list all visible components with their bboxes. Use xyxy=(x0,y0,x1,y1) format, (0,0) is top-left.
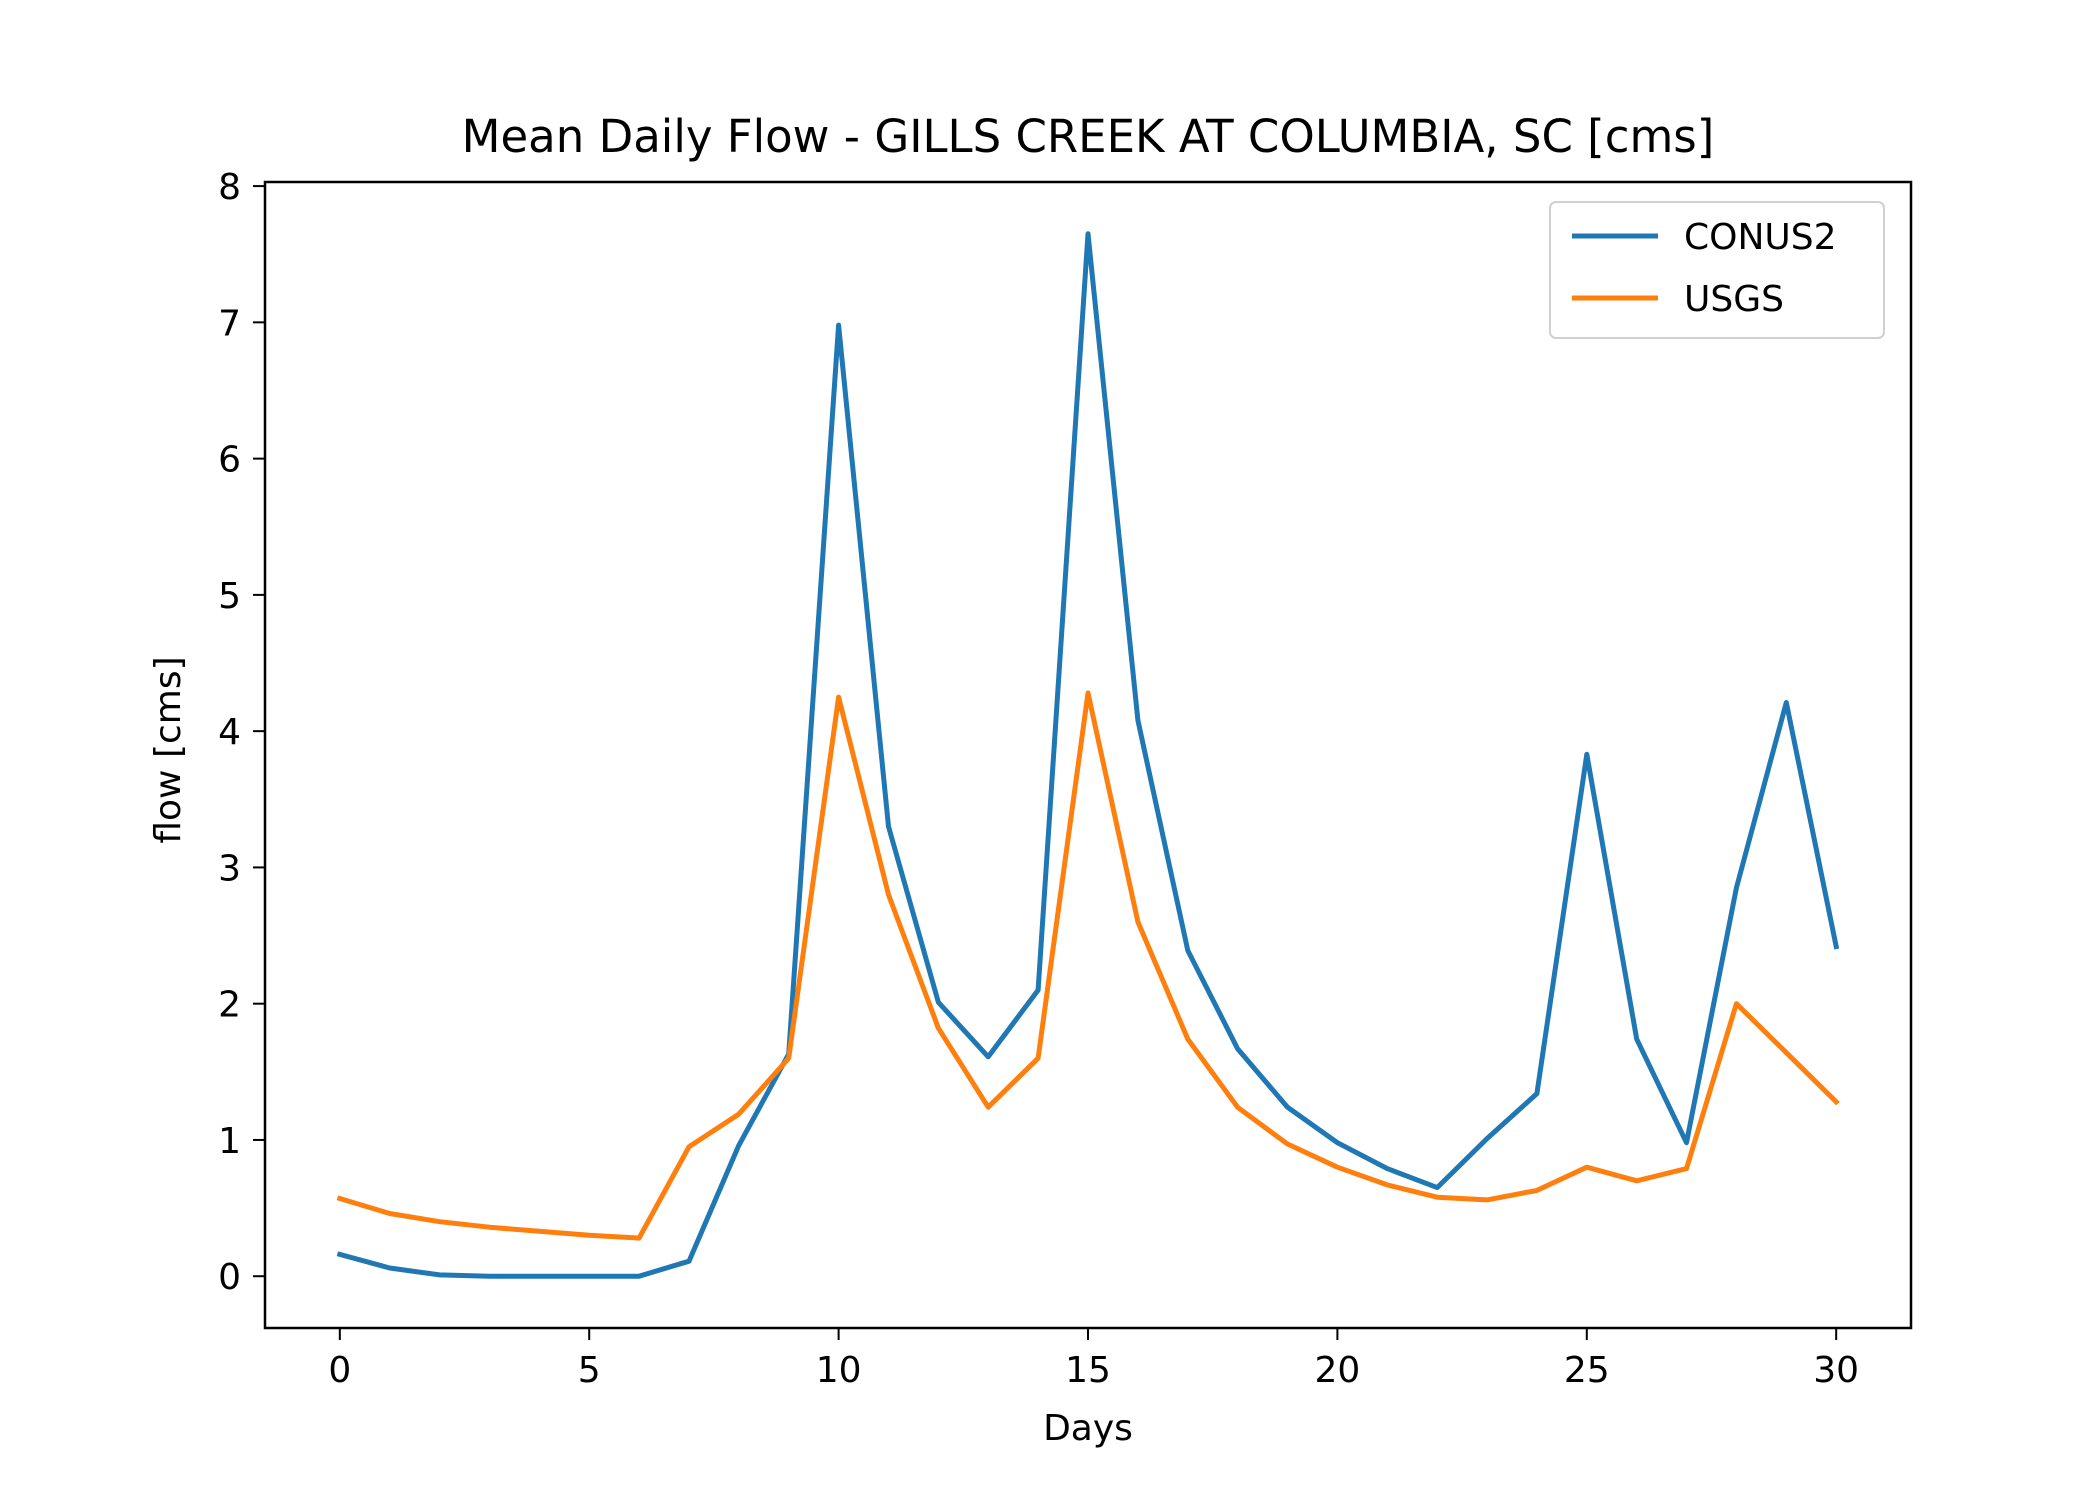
legend-label-conus2: CONUS2 xyxy=(1684,217,1837,258)
x-tick-label: 30 xyxy=(1813,1350,1859,1391)
y-tick-label: 5 xyxy=(218,576,241,617)
x-tick-label: 15 xyxy=(1065,1350,1111,1391)
x-tick-label: 20 xyxy=(1314,1350,1360,1391)
plot-area: 0 5 10 15 20 25 30 0 1 2 3 4 5 6 7 8 xyxy=(218,167,1913,1391)
x-tick-label: 5 xyxy=(578,1350,601,1391)
y-tick-label: 6 xyxy=(218,440,241,481)
y-tick-label: 0 xyxy=(218,1257,241,1298)
chart-title: Mean Daily Flow - GILLS CREEK AT COLUMBI… xyxy=(462,110,1715,163)
y-tick-label: 3 xyxy=(218,848,241,889)
series-line-conus2 xyxy=(336,231,1840,1279)
series-line-usgs xyxy=(336,690,1840,1241)
x-tick-label: 10 xyxy=(816,1350,862,1391)
y-tick-label: 4 xyxy=(218,712,241,753)
y-axis-label: flow [cms] xyxy=(148,656,189,843)
x-axis-label: Days xyxy=(1043,1408,1133,1449)
y-tick-label: 8 xyxy=(218,167,241,208)
x-tick-label: 0 xyxy=(328,1350,351,1391)
legend: CONUS2 USGS xyxy=(1549,201,1885,339)
y-tick-label: 2 xyxy=(218,985,241,1026)
legend-label-usgs: USGS xyxy=(1684,279,1784,320)
y-tick-label: 1 xyxy=(218,1121,241,1162)
x-tick-label: 25 xyxy=(1564,1350,1610,1391)
y-tick-label: 7 xyxy=(218,303,241,344)
